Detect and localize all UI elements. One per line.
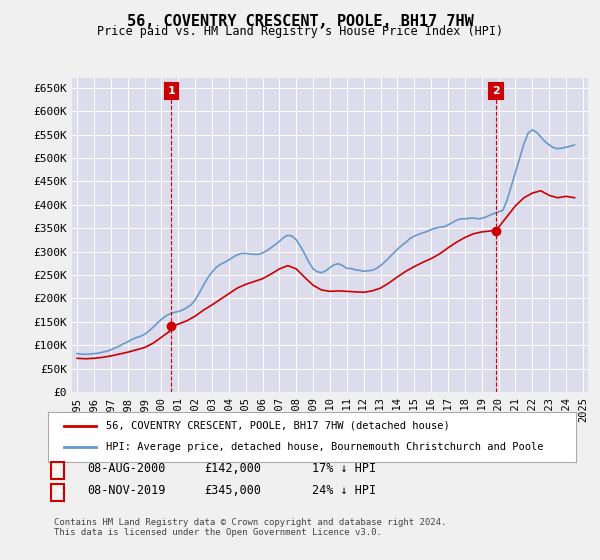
Text: 1: 1 [54, 465, 61, 475]
Text: £142,000: £142,000 [204, 461, 261, 474]
Text: Contains HM Land Registry data © Crown copyright and database right 2024.
This d: Contains HM Land Registry data © Crown c… [54, 518, 446, 538]
Text: 08-AUG-2000: 08-AUG-2000 [87, 461, 166, 474]
Text: 24% ↓ HPI: 24% ↓ HPI [312, 484, 376, 497]
Text: 08-NOV-2019: 08-NOV-2019 [87, 484, 166, 497]
Text: 17% ↓ HPI: 17% ↓ HPI [312, 461, 376, 474]
Text: £345,000: £345,000 [204, 484, 261, 497]
Text: 2: 2 [492, 86, 500, 96]
Text: Price paid vs. HM Land Registry's House Price Index (HPI): Price paid vs. HM Land Registry's House … [97, 25, 503, 38]
Text: 1: 1 [167, 86, 175, 96]
Text: HPI: Average price, detached house, Bournemouth Christchurch and Poole: HPI: Average price, detached house, Bour… [106, 442, 544, 452]
Text: 56, COVENTRY CRESCENT, POOLE, BH17 7HW: 56, COVENTRY CRESCENT, POOLE, BH17 7HW [127, 14, 473, 29]
Text: 56, COVENTRY CRESCENT, POOLE, BH17 7HW (detached house): 56, COVENTRY CRESCENT, POOLE, BH17 7HW (… [106, 421, 450, 431]
Text: 2: 2 [54, 488, 61, 498]
